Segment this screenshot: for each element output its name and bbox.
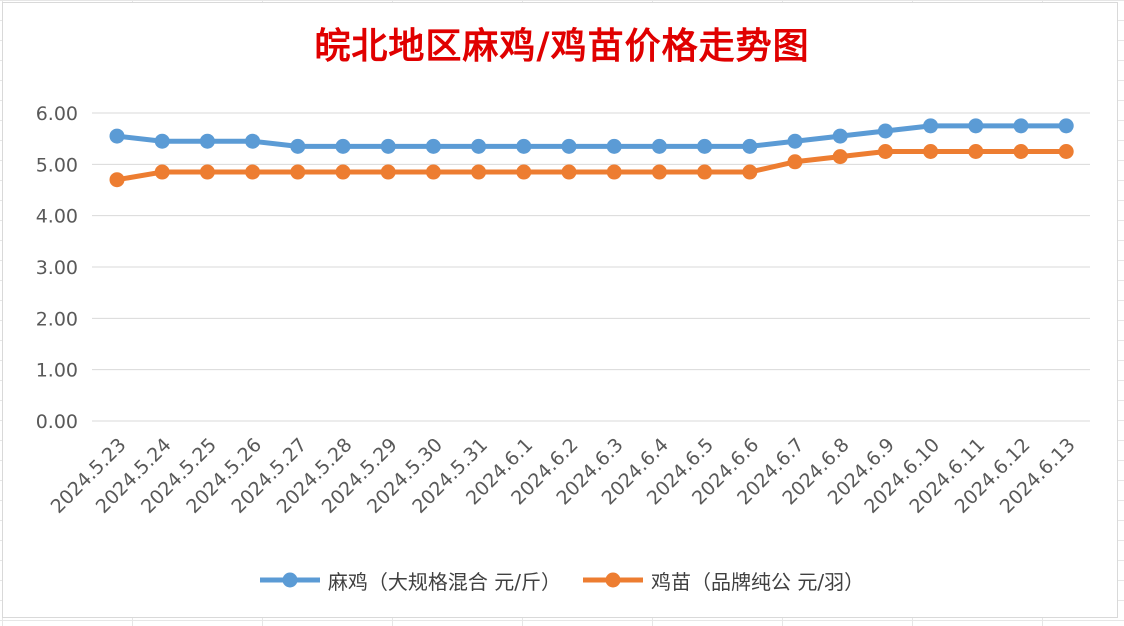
legend-item-series-2: 鸡苗（品牌纯公 元/羽）: [583, 566, 864, 595]
legend-swatch-marker: [282, 572, 298, 588]
data-point-series-2: [516, 164, 532, 180]
y-tick-label: 4.00: [36, 206, 78, 228]
data-point-series-1: [877, 123, 893, 139]
data-point-series-1: [199, 133, 215, 149]
data-point-series-1: [335, 138, 351, 154]
series-line-2: [114, 149, 1069, 183]
y-tick-label: 6.00: [36, 103, 78, 125]
data-point-series-1: [606, 138, 622, 154]
data-point-series-1: [787, 133, 803, 149]
data-point-series-2: [154, 164, 170, 180]
data-point-series-1: [1058, 118, 1074, 134]
data-point-series-1: [425, 138, 441, 154]
data-point-series-2: [968, 144, 984, 159]
y-tick-label: 5.00: [36, 154, 78, 176]
legend-swatch-marker: [605, 572, 621, 588]
data-point-series-2: [651, 164, 667, 180]
data-point-series-1: [154, 133, 170, 149]
legend-item-series-1: 麻鸡（大规格混合 元/斤）: [259, 566, 561, 595]
data-point-series-1: [742, 138, 758, 154]
data-point-series-1: [561, 138, 577, 154]
data-point-series-1: [1013, 118, 1029, 134]
data-point-series-2: [425, 164, 441, 180]
data-point-series-1: [109, 128, 125, 144]
y-tick-label: 1.00: [36, 360, 78, 382]
data-point-series-1: [832, 128, 848, 144]
data-point-series-2: [742, 164, 758, 180]
data-point-series-2: [471, 164, 487, 180]
data-point-series-2: [245, 164, 261, 180]
data-point-series-1: [471, 138, 487, 154]
data-point-series-1: [697, 138, 713, 154]
data-point-series-1: [968, 118, 984, 134]
data-point-series-2: [199, 164, 215, 180]
data-point-series-2: [109, 172, 125, 188]
data-point-series-2: [335, 164, 351, 180]
data-point-series-1: [923, 118, 939, 134]
legend-label-series-1: 麻鸡（大规格混合 元/斤）: [327, 569, 561, 594]
data-point-series-2: [877, 144, 893, 159]
data-point-series-2: [290, 164, 306, 180]
data-point-series-2: [697, 164, 713, 180]
chart-title: 皖北地区麻鸡/鸡苗价格走势图: [314, 25, 810, 67]
data-point-series-2: [380, 164, 396, 180]
data-point-series-2: [787, 154, 803, 170]
y-tick-label: 0.00: [36, 411, 78, 433]
data-point-series-2: [1058, 144, 1074, 159]
legend-swatch-series-1: [259, 572, 320, 588]
chart-area[interactable]: [2, 2, 1118, 618]
data-point-series-1: [651, 138, 667, 154]
legend-swatch-series-2: [583, 572, 643, 588]
data-point-series-1: [516, 138, 532, 154]
data-point-series-1: [245, 133, 261, 149]
data-point-series-2: [561, 164, 577, 180]
y-tick-label: 2.00: [36, 308, 78, 330]
legend-label-series-2: 鸡苗（品牌纯公 元/羽）: [651, 569, 865, 594]
data-point-series-2: [832, 149, 848, 165]
data-point-series-2: [1013, 144, 1029, 159]
data-point-series-2: [606, 164, 622, 180]
data-point-series-1: [290, 138, 306, 154]
series-line-1: [114, 123, 1069, 149]
data-point-series-1: [380, 138, 396, 154]
y-tick-label: 3.00: [36, 257, 78, 279]
data-point-series-2: [923, 144, 939, 159]
legend: 麻鸡（大规格混合 元/斤） 鸡苗（品牌纯公 元/羽）: [0, 565, 1124, 595]
